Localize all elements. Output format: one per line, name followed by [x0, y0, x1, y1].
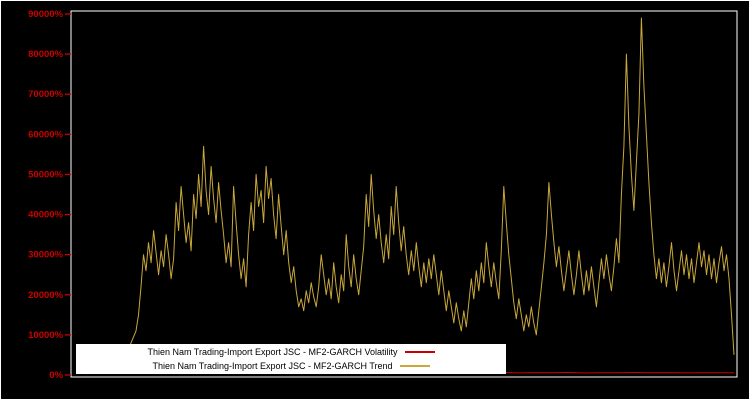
- trend-line: [85, 17, 735, 375]
- legend-line-volatility: [404, 351, 435, 353]
- y-tick-label: 20000%: [28, 290, 63, 301]
- y-tick-label: 60000%: [28, 129, 63, 140]
- legend-label-volatility: Thien Nam Trading-Import Export JSC - MF…: [147, 346, 398, 357]
- y-tick-label: 90000%: [28, 9, 63, 20]
- legend-line-trend: [399, 365, 430, 367]
- y-tick-label: 0%: [49, 370, 63, 381]
- y-tick-label: 50000%: [28, 169, 63, 180]
- legend-entry-volatility: Thien Nam Trading-Import Export JSC - MF…: [76, 346, 506, 359]
- y-tick-label: 40000%: [28, 210, 63, 221]
- y-tick-label: 70000%: [28, 89, 63, 100]
- legend-label-trend: Thien Nam Trading-Import Export JSC - MF…: [152, 360, 393, 371]
- chart-legend: Thien Nam Trading-Import Export JSC - MF…: [76, 344, 506, 374]
- y-tick-label: 80000%: [28, 49, 63, 60]
- plot-border: [70, 10, 738, 378]
- legend-entry-trend: Thien Nam Trading-Import Export JSC - MF…: [76, 360, 506, 373]
- y-tick-label: 10000%: [28, 330, 63, 341]
- y-tick-label: 30000%: [28, 250, 63, 261]
